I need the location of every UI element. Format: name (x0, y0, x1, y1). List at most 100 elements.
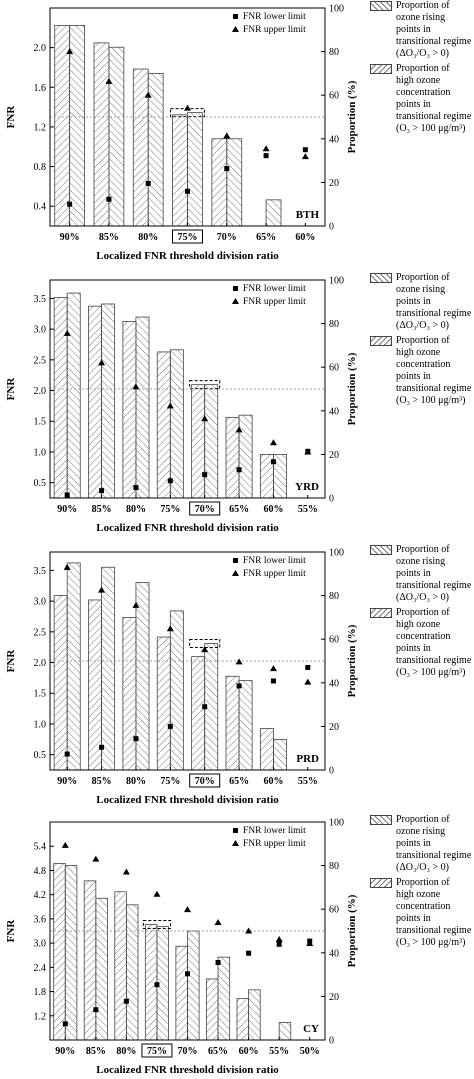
y2-tick-label: 80 (329, 319, 339, 330)
y2-axis-title: Proportion (%) (346, 894, 358, 967)
chart-svg-bth: 0.4 0.8 1.2 1.6 2.0 0 20 40 60 80 100 90% 85% 80% 75% 7… (5, 4, 358, 263)
y-tick-label: 2.5 (34, 355, 47, 366)
legend-high-ozone-swatch (370, 878, 392, 888)
plot-frame (49, 279, 326, 499)
highlight-dashed-box (189, 380, 221, 390)
fnr-upper-marker (306, 940, 314, 947)
x-tick-label: 60% (263, 504, 283, 515)
bar-ozone-rising (54, 25, 71, 227)
y-tick-label: 3.0 (34, 939, 47, 950)
legend-high-ozone-text: (O₃ > 100 μg/m³) (396, 123, 466, 134)
legend-upper-marker (232, 570, 239, 576)
y-tick-label: 2.0 (34, 386, 47, 397)
highlight-label-box (172, 229, 203, 244)
y-tick-label: 1.8 (34, 987, 47, 998)
fnr-lower-marker (276, 941, 282, 947)
bar-high-ozone (95, 897, 108, 1041)
bar-high-ozone (69, 25, 85, 227)
fnr-upper-marker (235, 426, 243, 433)
bar-ozone-rising (211, 138, 228, 227)
bar-ozone-rising (236, 998, 250, 1041)
x-tick-label: 85% (99, 232, 119, 243)
fnr-lower-marker (123, 998, 129, 1004)
bar-high-ozone (248, 989, 261, 1041)
x-tick-label: 80% (116, 1046, 136, 1057)
legend-ozone-rising-swatch (370, 273, 392, 283)
bar-ozone-rising (259, 728, 274, 771)
bar-ozone-rising (225, 416, 240, 499)
x-tick-label: 70% (217, 232, 237, 243)
fnr-lower-marker (236, 683, 242, 689)
fnr-upper-marker (275, 935, 283, 942)
bar-ozone-rising (156, 636, 171, 771)
x-tick-label: 50% (300, 1046, 320, 1057)
legend-ozone-rising-swatch (370, 815, 392, 825)
y-tick-label: 3.5 (34, 294, 47, 305)
y2-tick-label: 40 (329, 948, 339, 959)
y2-tick-label: 60 (329, 635, 339, 646)
legend-high-ozone-text: high ozone (396, 75, 441, 86)
fnr-upper-marker (66, 48, 74, 55)
x-axis-title: Localized FNR threshold division ratio (96, 794, 279, 806)
x-tick-label: 55% (298, 504, 318, 515)
x-tick-label: 65% (229, 504, 249, 515)
bar-high-ozone (101, 566, 116, 771)
fnr-lower-marker (236, 467, 242, 473)
x-tick-label: 65% (256, 232, 276, 243)
x-tick-label: 60% (239, 1046, 259, 1057)
fnr-upper-marker (201, 646, 209, 653)
bar-ozone-rising (122, 321, 137, 499)
fnr-upper-marker (184, 906, 191, 913)
legend-high-ozone-text: points in (396, 643, 431, 654)
fnr-lower-marker (99, 744, 105, 750)
legend-ozone-rising: Proportion of ozone rising points in transi… (368, 814, 474, 874)
bar-high-ozone (135, 316, 150, 499)
fnr-upper-marker (166, 402, 174, 409)
legend-upper-label: FNR upper limit (243, 569, 306, 579)
fnr-upper-marker (98, 359, 106, 366)
x-tick-label: 90% (55, 1046, 75, 1057)
y2-tick-label: 100 (329, 276, 344, 287)
legend-ozone-rising-text: points in (396, 24, 431, 35)
fnr-lower-marker (167, 723, 173, 729)
fnr-lower-marker (246, 950, 252, 956)
bar-ozone-rising (206, 978, 219, 1041)
legend-lower-marker (233, 286, 238, 291)
fnr-lower-marker (64, 751, 70, 757)
legend-ozone-rising-text: Proportion of (396, 544, 450, 555)
y-tick-label: 3.0 (34, 325, 47, 336)
fnr-upper-marker (201, 415, 209, 422)
y-tick-label: 0.5 (34, 750, 47, 761)
fnr-lower-marker (305, 664, 311, 670)
fnr-lower-marker (145, 180, 151, 186)
x-tick-label: 85% (92, 776, 112, 787)
legend-lower-marker (233, 828, 238, 833)
bar-ozone-rising (172, 114, 188, 227)
y-tick-label: 1.0 (34, 719, 47, 730)
x-axis-title: Localized FNR threshold division ratio (96, 1064, 279, 1076)
fnr-upper-marker (262, 145, 270, 152)
legend-high-ozone-text: Proportion of (396, 877, 450, 888)
bar-ozone-rising (53, 863, 66, 1041)
fnr-lower-marker (64, 492, 70, 498)
bar-high-ozone (101, 303, 116, 499)
x-tick-label: 70% (195, 776, 215, 787)
fnr-upper-marker (166, 625, 174, 632)
y2-tick-label: 20 (329, 992, 339, 1003)
legend-high-ozone-text: points in (396, 913, 431, 924)
bar-ozone-rising (114, 891, 127, 1041)
fnr-upper-marker (301, 153, 309, 160)
bar-high-ozone (265, 199, 282, 227)
bar-high-ozone (273, 739, 287, 771)
x-tick-label: 75% (178, 232, 198, 243)
legend-high-ozone-text: (O₃ > 100 μg/m³) (396, 667, 466, 678)
legend-lower-label: FNR lower limit (243, 284, 306, 294)
x-tick-label: 85% (92, 504, 112, 515)
fnr-upper-marker (304, 678, 312, 685)
legend-high-ozone-swatch (370, 608, 392, 618)
x-tick-label: 60% (295, 232, 315, 243)
legend-ozone-rising: Proportion of ozone rising points in transi… (368, 272, 474, 332)
y2-tick-label: 20 (329, 722, 339, 733)
bar-high-ozone (169, 610, 184, 771)
legend-high-ozone-text: transitional regime (396, 655, 472, 666)
